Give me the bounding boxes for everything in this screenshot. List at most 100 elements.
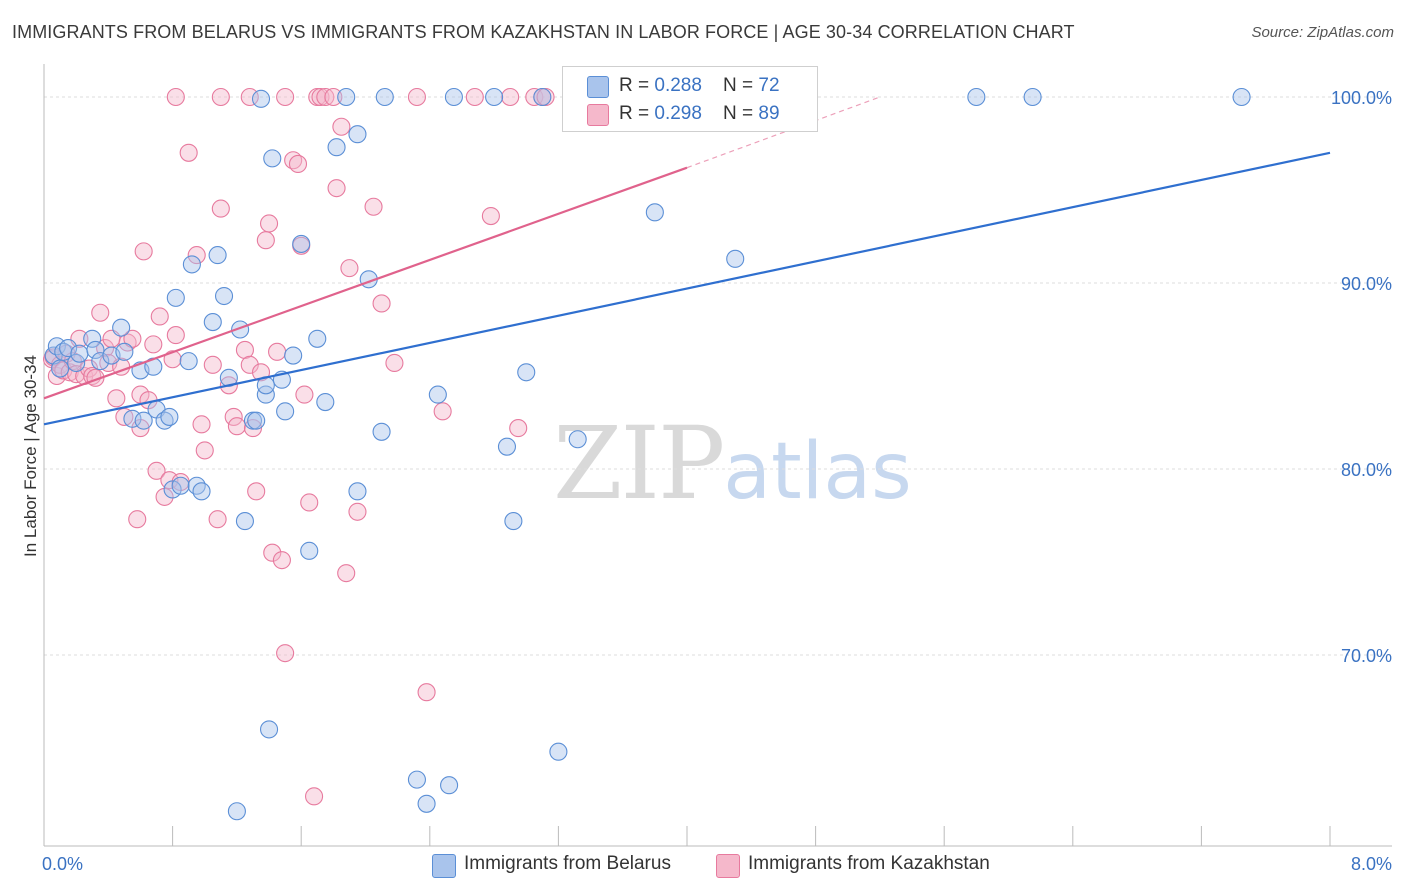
kazakhstan-point (107, 389, 126, 408)
kazakhstan-point (240, 355, 259, 374)
belarus-point (192, 482, 211, 501)
kazakhstan-point (211, 87, 230, 107)
kazakhstan-point (300, 493, 319, 512)
belarus-point (208, 246, 227, 265)
belarus-point (549, 742, 568, 761)
kazakhstan-point (166, 87, 185, 107)
belarus-point (300, 541, 319, 560)
belarus-point (179, 352, 198, 371)
belarus-point (115, 342, 134, 361)
kazakhstan-point (247, 482, 266, 501)
kazakhstan-point (91, 303, 110, 322)
kazakhstan-point (332, 117, 351, 136)
kazakhstan-point (364, 197, 383, 216)
tick-labels: 70.0% 80.0% 90.0% 100.0% 0.0% 8.0% (42, 88, 1392, 874)
belarus-point (504, 512, 523, 531)
kazakhstan-point (123, 329, 142, 348)
kazakhstan-point (305, 787, 324, 806)
kazakhstan-point (256, 231, 275, 250)
belarus-point (231, 320, 250, 339)
belarus-point (533, 87, 552, 107)
belarus-point (348, 482, 367, 501)
kazakhstan-point (268, 342, 287, 361)
axes (43, 64, 1392, 847)
kazakhstan-point (263, 543, 282, 562)
belarus-point (292, 234, 311, 253)
belarus-point (726, 249, 745, 268)
y-axis-label: In Labor Force | Age 30-34 (21, 355, 40, 557)
kazakhstan-point (324, 87, 343, 107)
belarus-point (263, 149, 282, 168)
kazakhstan-point (179, 143, 198, 162)
y-tick-label: 100.0% (1331, 88, 1392, 108)
watermark: ZIPatlas (553, 405, 912, 522)
y-tick-label: 80.0% (1341, 460, 1392, 480)
belarus-point (485, 87, 504, 107)
belarus-point (256, 385, 275, 404)
belarus-point (166, 288, 185, 307)
r-value: 0.288 (654, 75, 702, 96)
belarus-point (134, 411, 153, 430)
kazakhstan-point (385, 353, 404, 373)
trend-lines (43, 96, 1331, 426)
r-value: 0.298 (654, 103, 702, 124)
belarus-point (187, 476, 206, 495)
kazakhstan-point (501, 87, 520, 107)
legend-row-kazakhstan: R = 0.298 N = 89 (563, 100, 817, 128)
belarus-point (83, 329, 102, 348)
belarus-points (44, 87, 1251, 821)
legend-text-belarus: R = 0.288 N = 72 (619, 75, 780, 97)
watermark-zip: ZIP (553, 405, 725, 522)
kazakhstan-point (203, 355, 222, 374)
kazakhstan-point (150, 307, 169, 326)
belarus-point (417, 794, 436, 813)
chart-title: IMMIGRANTS FROM BELARUS VS IMMIGRANTS FR… (12, 22, 1075, 42)
belarus-point (316, 392, 335, 412)
kazakhstan-point (348, 502, 367, 521)
belarus-point (214, 286, 234, 306)
correlation-legend: R = 0.288 N = 72 R = 0.298 N = 89 (562, 66, 818, 132)
kazakhstan-point (134, 242, 153, 261)
kazakhstan-point (208, 510, 227, 529)
kazakhstan-point (417, 683, 436, 702)
belarus-trend-line (43, 151, 1331, 426)
kazakhstan-point (481, 206, 500, 226)
kazakhstan-point (240, 87, 259, 107)
kazakhstan-point (60, 363, 79, 382)
belarus-point (235, 512, 254, 531)
x-tick-label: 8.0% (1351, 854, 1392, 874)
belarus-point (440, 776, 459, 795)
belarus-point (203, 313, 222, 332)
kazakhstan-point (276, 87, 295, 107)
belarus-point (1023, 87, 1042, 107)
belarus-point (337, 87, 356, 107)
belarus-point (182, 255, 201, 274)
kazakhstan-trend-extension (686, 96, 881, 169)
legend-row-belarus: R = 0.288 N = 72 (563, 72, 817, 100)
belarus-point (444, 87, 463, 107)
belarus-swatch (587, 76, 609, 98)
belarus-point (86, 340, 105, 360)
kazakhstan-legend-label: Immigrants from Kazakhstan (748, 853, 990, 874)
kazakhstan-point (128, 510, 147, 529)
kazakhstan-point (340, 259, 359, 278)
kazakhstan-point (144, 335, 163, 354)
belarus-point (276, 402, 295, 421)
belarus-point (112, 318, 131, 337)
kazakhstan-point (276, 644, 295, 663)
kazakhstan-point (372, 294, 391, 313)
belarus-point (517, 363, 536, 382)
belarus-point (51, 359, 70, 378)
kazakhstan-point (327, 179, 346, 198)
belarus-point (348, 125, 367, 144)
kazakhstan-point (272, 551, 291, 570)
kazakhstan-trend-line (43, 166, 688, 400)
kazakhstan-point (166, 326, 185, 345)
x-tick-label: 0.0% (42, 854, 83, 874)
grid-lines (44, 96, 1392, 656)
kazakhstan-points (42, 87, 555, 806)
n-label: N = (723, 103, 759, 124)
belarus-point (251, 89, 271, 108)
r-label: R = (619, 75, 655, 96)
